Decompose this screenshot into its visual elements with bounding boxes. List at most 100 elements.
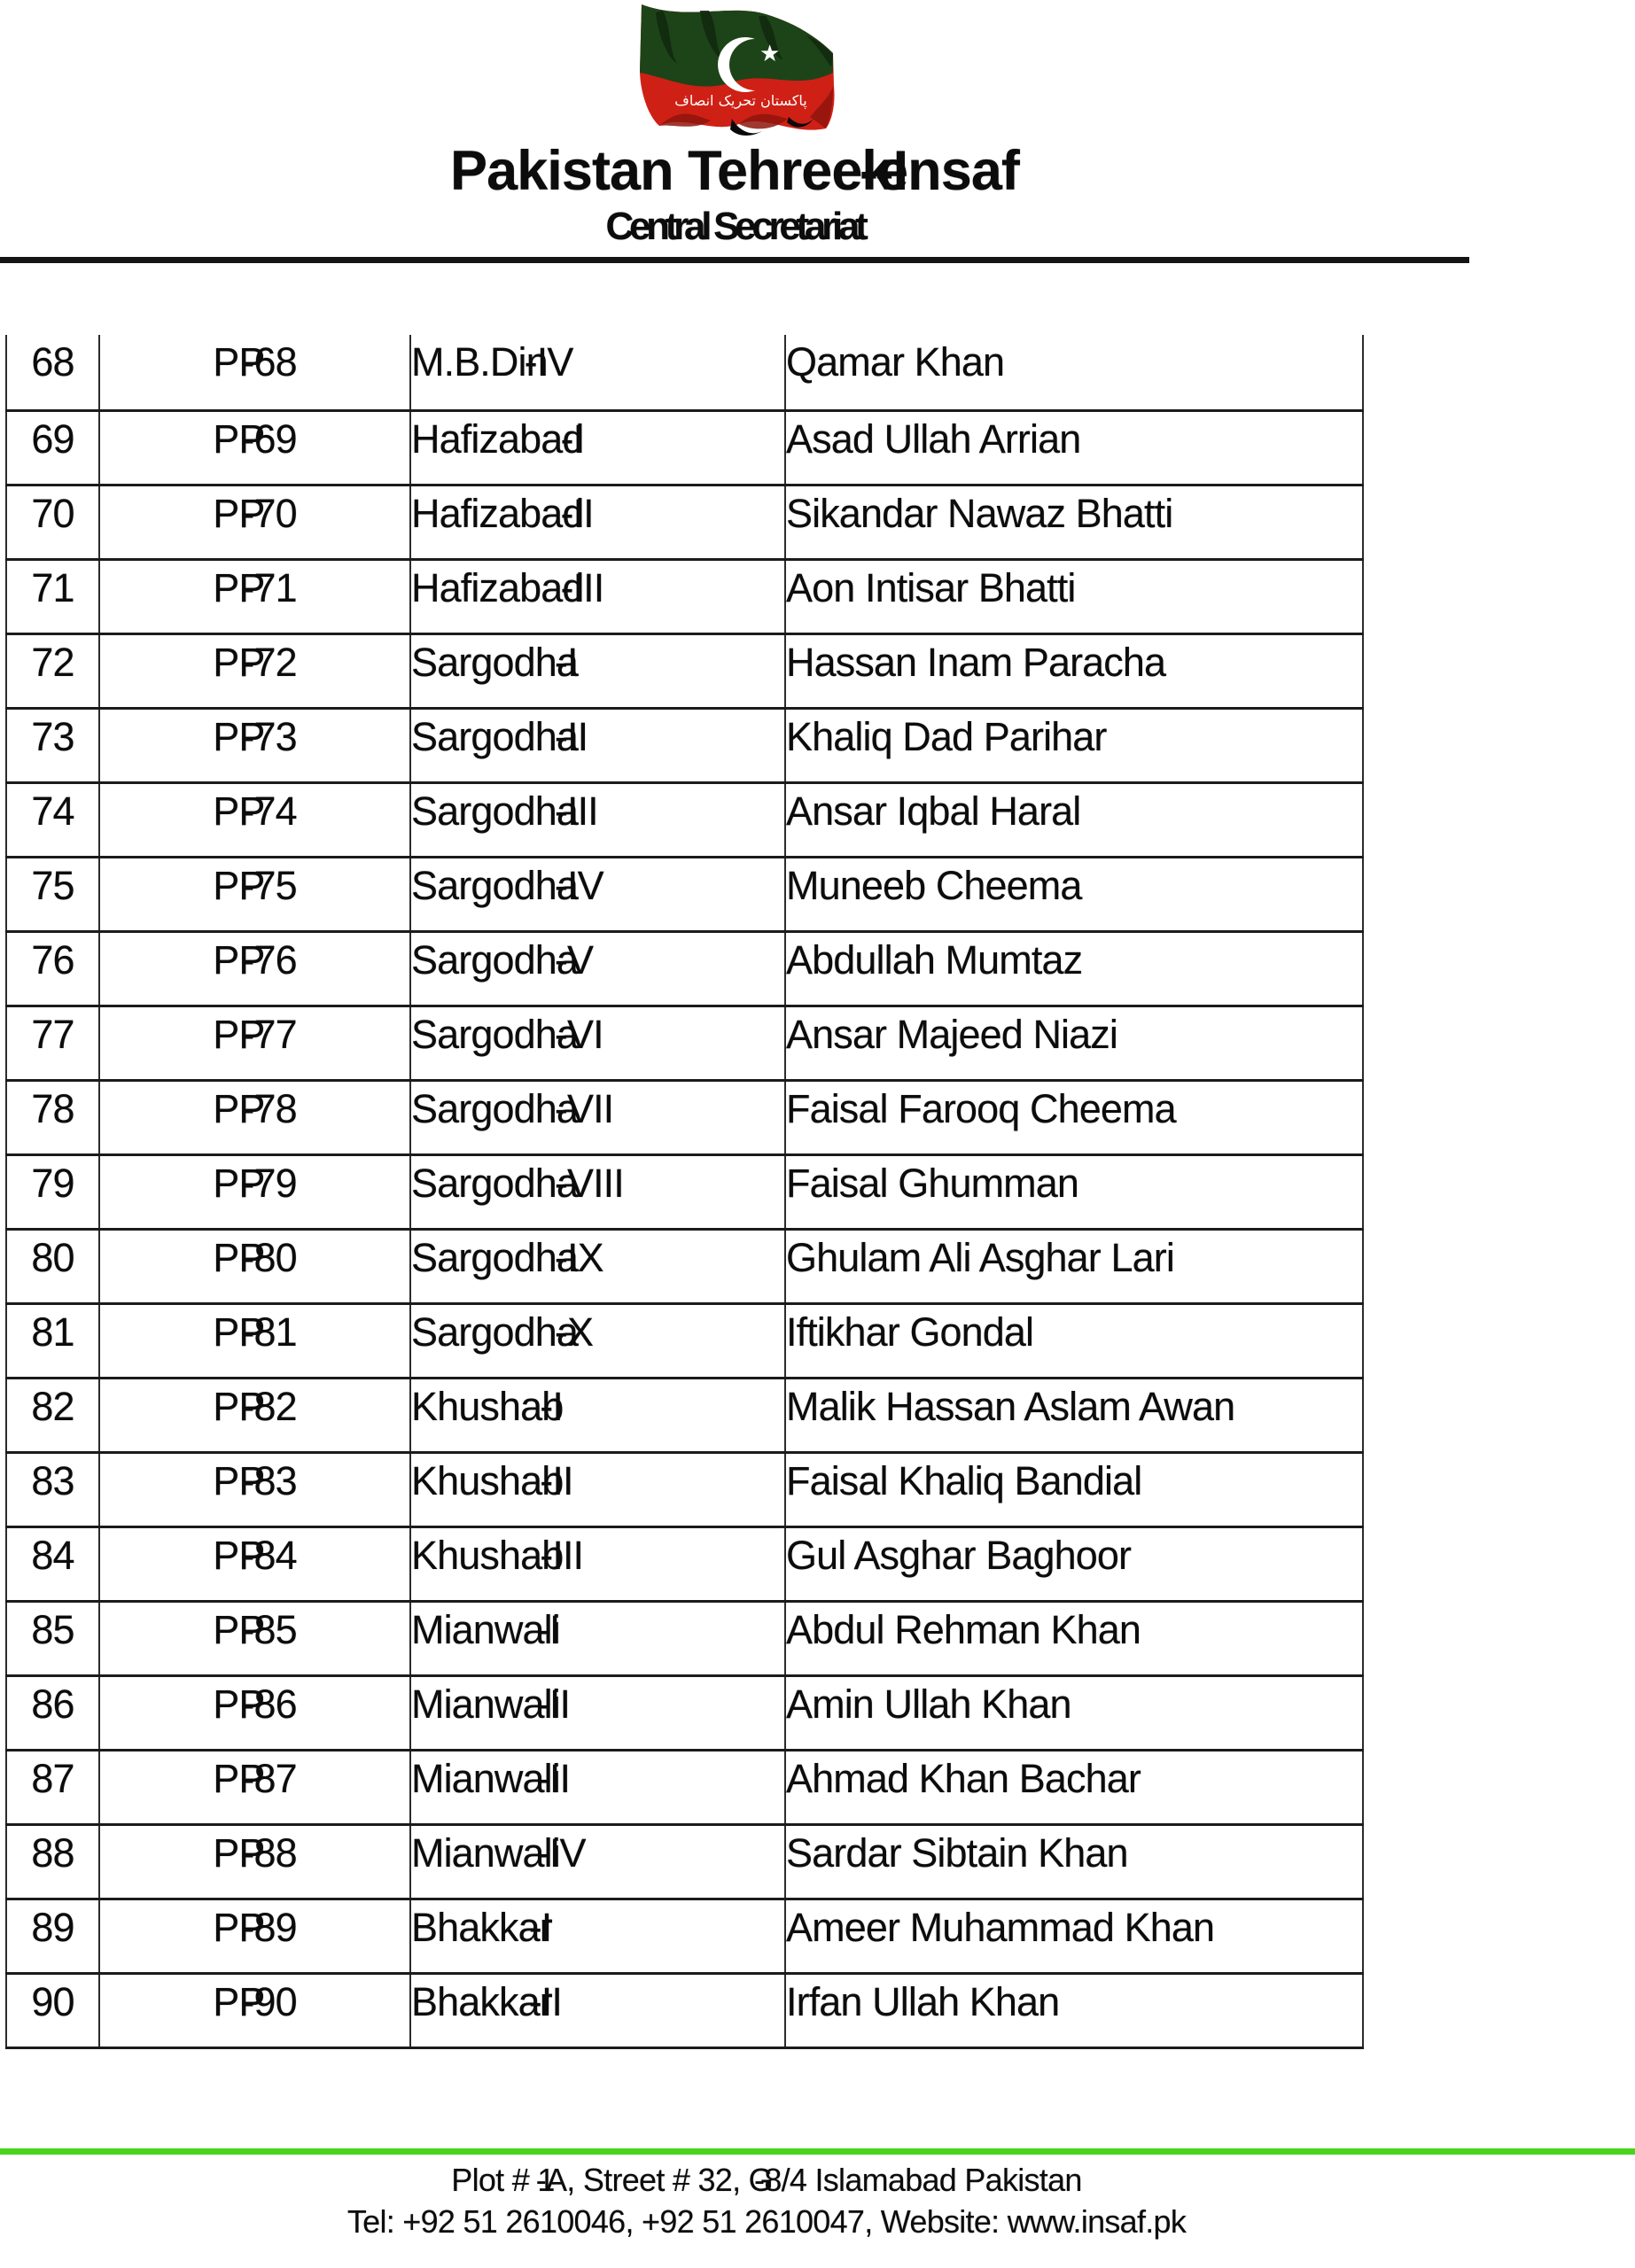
- candidate-name-cell: Ansar Majeed Niazi: [784, 1004, 1364, 1082]
- constituency-name-cell: Sargodha-II: [409, 706, 786, 784]
- serial-cell: 71: [5, 557, 100, 635]
- constituency-name-cell: Hafizabad-III: [409, 557, 786, 635]
- constituency-name-cell: Hafizabad-II: [409, 483, 786, 561]
- candidate-name-cell: Sardar Sibtain Khan: [784, 1822, 1364, 1900]
- table-row: 88 PP-88 Mianwali-IV Sardar Sibtain Khan: [5, 1822, 1364, 1900]
- constituency-code-cell: PP-79: [98, 1153, 411, 1231]
- constituency-code-cell: PP-83: [98, 1450, 411, 1528]
- table-row: 78 PP-78 Sargodha-VII Faisal Farooq Chee…: [5, 1078, 1364, 1156]
- flag-red-fold: [659, 87, 833, 129]
- table-row: 83 PP-83 Khushab-II Faisal Khaliq Bandia…: [5, 1450, 1364, 1528]
- serial-cell: 88: [5, 1822, 100, 1900]
- constituency-name-cell: Mianwali-I: [409, 1599, 786, 1677]
- table-row: 90 PP-90 Bhakkar-II Irfan Ullah Khan: [5, 1971, 1364, 2049]
- candidate-name-cell: Aon Intisar Bhatti: [784, 557, 1364, 635]
- constituency-code-cell: PP-80: [98, 1227, 411, 1305]
- table-row: 74 PP-74 Sargodha-III Ansar Iqbal Haral: [5, 781, 1364, 858]
- letterhead: ★ پاکستان تحریک انصاف Pakistan Tehreek-e…: [0, 0, 1469, 263]
- constituency-name-cell: Hafizabad-I: [409, 408, 786, 486]
- candidate-name-cell: Gul Asghar Baghoor: [784, 1525, 1364, 1603]
- org-subtitle: Central Secretariat: [605, 205, 868, 248]
- constituency-code-cell: PP-78: [98, 1078, 411, 1156]
- table-row: 85 PP-85 Mianwali-I Abdul Rehman Khan: [5, 1599, 1364, 1677]
- flag-urdu-text: پاکستان تحریک انصاف: [674, 92, 806, 110]
- candidate-name-cell: Amin Ullah Khan: [784, 1674, 1364, 1751]
- constituency-name-cell: Bhakkar-I: [409, 1897, 786, 1975]
- serial-cell: 85: [5, 1599, 100, 1677]
- serial-cell: 82: [5, 1376, 100, 1454]
- constituency-code-cell: PP-84: [98, 1525, 411, 1603]
- candidate-name-cell: Faisal Ghumman: [784, 1153, 1364, 1231]
- table-row: 73 PP-73 Sargodha-II Khaliq Dad Parihar: [5, 706, 1364, 784]
- table-row: 76 PP-76 Sargodha-V Abdullah Mumtaz: [5, 929, 1364, 1007]
- constituency-name-cell: Bhakkar-II: [409, 1971, 786, 2049]
- constituency-name-cell: Khushab-III: [409, 1525, 786, 1603]
- candidate-name-cell: Irfan Ullah Khan: [784, 1971, 1364, 2049]
- serial-cell: 80: [5, 1227, 100, 1305]
- crescent-icon: [718, 36, 755, 92]
- table-row: 82 PP-82 Khushab-I Malik Hassan Aslam Aw…: [5, 1376, 1364, 1454]
- constituency-code-cell: PP-74: [98, 781, 411, 858]
- table-row: 75 PP-75 Sargodha-IV Muneeb Cheema: [5, 855, 1364, 933]
- constituency-table: 68 PP-68 M.B.Din-IV Qamar Khan 69 PP-69 …: [5, 335, 1364, 2049]
- star-icon: ★: [759, 41, 780, 67]
- serial-cell: 77: [5, 1004, 100, 1082]
- candidate-name-cell: Ameer Muhammad Khan: [784, 1897, 1364, 1975]
- constituency-name-cell: Sargodha-I: [409, 632, 786, 710]
- constituency-name-cell: Sargodha-V: [409, 929, 786, 1007]
- serial-cell: 84: [5, 1525, 100, 1603]
- constituency-code-cell: PP-89: [98, 1897, 411, 1975]
- table-row: 69 PP-69 Hafizabad-I Asad Ullah Arrian: [5, 408, 1364, 486]
- constituency-code-cell: PP-70: [98, 483, 411, 561]
- serial-cell: 69: [5, 408, 100, 486]
- serial-cell: 90: [5, 1971, 100, 2049]
- serial-cell: 87: [5, 1748, 100, 1826]
- constituency-name-cell: Sargodha-VI: [409, 1004, 786, 1082]
- footer: Plot # 1-A, Street # 32, G-8/4 Islamabad…: [0, 2159, 1533, 2242]
- constituency-code-cell: PP-72: [98, 632, 411, 710]
- constituency-name-cell: Sargodha-IV: [409, 855, 786, 933]
- constituency-name-cell: Mianwali-II: [409, 1674, 786, 1751]
- constituency-code-cell: PP-88: [98, 1822, 411, 1900]
- constituency-table-body: 68 PP-68 M.B.Din-IV Qamar Khan 69 PP-69 …: [5, 335, 1364, 2049]
- constituency-code-cell: PP-87: [98, 1748, 411, 1826]
- table-row: 80 PP-80 Sargodha-IX Ghulam Ali Asghar L…: [5, 1227, 1364, 1305]
- table-row: 68 PP-68 M.B.Din-IV Qamar Khan: [5, 335, 1364, 412]
- org-title: Pakistan Tehreek-e-Insaf: [450, 140, 1020, 202]
- constituency-name-cell: Sargodha-VIII: [409, 1153, 786, 1231]
- candidate-name-cell: Malik Hassan Aslam Awan: [784, 1376, 1364, 1454]
- flag-shadow: [730, 117, 814, 136]
- serial-cell: 86: [5, 1674, 100, 1751]
- constituency-name-cell: Sargodha-VII: [409, 1078, 786, 1156]
- constituency-name-cell: Sargodha-IX: [409, 1227, 786, 1305]
- constituency-name-cell: Sargodha-X: [409, 1301, 786, 1379]
- constituency-name-cell: M.B.Din-IV: [409, 335, 786, 412]
- constituency-name-cell: Sargodha-III: [409, 781, 786, 858]
- table-row: 84 PP-84 Khushab-III Gul Asghar Baghoor: [5, 1525, 1364, 1603]
- candidate-name-cell: Ansar Iqbal Haral: [784, 781, 1364, 858]
- table-row: 71 PP-71 Hafizabad-III Aon Intisar Bhatt…: [5, 557, 1364, 635]
- constituency-code-cell: PP-69: [98, 408, 411, 486]
- constituency-code-cell: PP-77: [98, 1004, 411, 1082]
- serial-cell: 70: [5, 483, 100, 561]
- constituency-code-cell: PP-85: [98, 1599, 411, 1677]
- constituency-code-cell: PP-76: [98, 929, 411, 1007]
- candidate-name-cell: Abdul Rehman Khan: [784, 1599, 1364, 1677]
- serial-cell: 75: [5, 855, 100, 933]
- footer-divider: [0, 2148, 1635, 2155]
- pti-flag-logo: ★ پاکستان تحریک انصاف: [640, 4, 835, 136]
- constituency-code-cell: PP-90: [98, 1971, 411, 2049]
- table-row: 87 PP-87 Mianwali-II Ahmad Khan Bachar: [5, 1748, 1364, 1826]
- table-row: 70 PP-70 Hafizabad-II Sikandar Nawaz Bha…: [5, 483, 1364, 561]
- serial-cell: 72: [5, 632, 100, 710]
- candidate-name-cell: Iftikhar Gondal: [784, 1301, 1364, 1379]
- candidate-name-cell: Sikandar Nawaz Bhatti: [784, 483, 1364, 561]
- constituency-code-cell: PP-81: [98, 1301, 411, 1379]
- candidate-name-cell: Ahmad Khan Bachar: [784, 1748, 1364, 1826]
- candidate-name-cell: Ghulam Ali Asghar Lari: [784, 1227, 1364, 1305]
- constituency-name-cell: Khushab-II: [409, 1450, 786, 1528]
- table-row: 86 PP-86 Mianwali-II Amin Ullah Khan: [5, 1674, 1364, 1751]
- constituency-name-cell: Khushab-I: [409, 1376, 786, 1454]
- constituency-code-cell: PP-86: [98, 1674, 411, 1751]
